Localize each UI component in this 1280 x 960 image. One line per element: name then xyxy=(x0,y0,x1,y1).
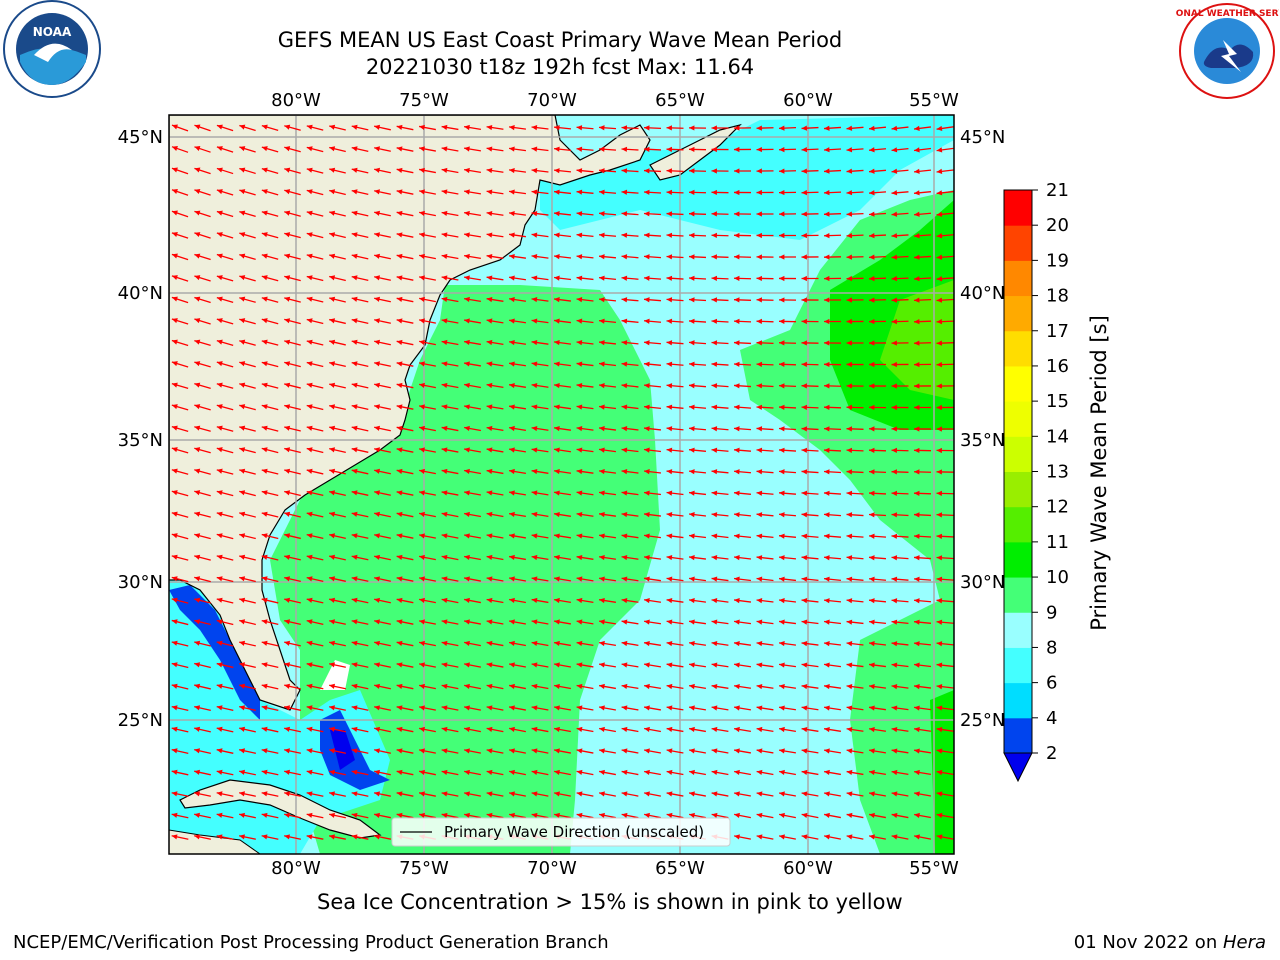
colorbar: 2 4 6 8 9 10 11 12 13 14 15 16 17 18 19 20 21 xyxy=(1003,180,1069,783)
period-band-deep-blue xyxy=(330,730,355,770)
colorbar-extend-arrow xyxy=(1003,752,1033,783)
nws-logo-text: NATIONAL WEATHER SERVICE xyxy=(1175,9,1279,19)
wave-direction-arrows xyxy=(171,124,954,840)
colorbar-label: Primary Wave Mean Period [s] xyxy=(1087,315,1111,631)
colorbar-segment xyxy=(1004,401,1032,437)
noaa-logo: NOAA xyxy=(3,0,101,98)
period-band-blue-florida-west xyxy=(169,585,260,720)
footer-credit: NCEP/EMC/Verification Post Processing Pr… xyxy=(13,932,609,953)
colorbar-tick-label: 14 xyxy=(1046,426,1069,447)
colorbar-tick-label: 20 xyxy=(1046,215,1069,236)
map-frame xyxy=(168,114,955,855)
lon-label-bottom: 75°W xyxy=(399,858,449,879)
nws-logo: NATIONAL WEATHER SERVICE xyxy=(1175,3,1279,99)
map-gridlines xyxy=(169,115,954,854)
colorbar-segment xyxy=(1004,577,1032,613)
lat-label-left: 40°N xyxy=(118,283,163,304)
map-tick-labels: 80°W 80°W 75°W 75°W 70°W 70°W 65°W 65°W 60°W 60°W… xyxy=(118,90,1006,879)
lat-label-right: 40°N xyxy=(960,283,1005,304)
colorbar-tick-label: 4 xyxy=(1046,708,1057,729)
lon-label-top: 55°W xyxy=(909,90,959,111)
colorbar-tick-label: 2 xyxy=(1046,743,1057,764)
colorbar-segment xyxy=(1004,541,1032,578)
period-band-lime xyxy=(880,280,954,400)
footer-date-text: 01 Nov 2022 on xyxy=(1073,932,1223,953)
colorbar-segment xyxy=(1004,436,1032,472)
colorbar-segment xyxy=(1004,612,1032,648)
colorbar-segment xyxy=(1004,295,1032,332)
colorbar-tick-label: 18 xyxy=(1046,286,1069,307)
period-band-cyan-ne xyxy=(540,115,954,240)
sea-ice-note: Sea Ice Concentration > 15% is shown in … xyxy=(317,890,903,914)
lon-label-top: 75°W xyxy=(399,90,449,111)
colorbar-tick-label: 12 xyxy=(1046,497,1069,518)
lat-label-left: 35°N xyxy=(118,430,163,451)
footer-date: 01 Nov 2022 on Hera xyxy=(1074,932,1266,953)
colorbar-segment xyxy=(1004,682,1032,719)
lon-label-bottom: 55°W xyxy=(909,858,959,879)
colorbar-tick-label: 21 xyxy=(1046,180,1069,201)
land-yucatan xyxy=(169,829,261,854)
colorbar-segment xyxy=(1004,647,1032,684)
lon-label-bottom: 65°W xyxy=(655,858,705,879)
lat-label-right: 45°N xyxy=(960,127,1005,148)
lon-label-top: 60°W xyxy=(783,90,833,111)
chart-title-line1: GEFS MEAN US East Coast Primary Wave Mea… xyxy=(277,28,843,52)
colorbar-tick-label: 19 xyxy=(1046,250,1069,271)
colorbar-tick-label: 9 xyxy=(1046,602,1057,623)
legend-label: Primary Wave Direction (unscaled) xyxy=(444,823,704,841)
colorbar-tick-label: 8 xyxy=(1046,637,1057,658)
lon-label-bottom: 70°W xyxy=(527,858,577,879)
lat-label-right: 25°N xyxy=(960,710,1005,731)
colorbar-tick-label: 13 xyxy=(1046,462,1069,483)
footer-machine: Hera xyxy=(1222,932,1266,953)
map-legend: Primary Wave Direction (unscaled) xyxy=(391,817,731,847)
colorbar-tick-label: 16 xyxy=(1046,356,1069,377)
land-us-east-coast xyxy=(169,115,651,711)
svg-text:NOAA: NOAA xyxy=(33,25,72,39)
colorbar-tick-label: 6 xyxy=(1046,673,1057,694)
lon-label-bottom: 80°W xyxy=(271,858,321,879)
colorbar-segment xyxy=(1004,471,1032,508)
colorbar-tick-label: 17 xyxy=(1046,321,1069,342)
lon-label-top: 70°W xyxy=(527,90,577,111)
colorbar-tick-label: 11 xyxy=(1046,532,1069,553)
land-nova-scotia xyxy=(649,123,742,181)
lon-label-top: 80°W xyxy=(271,90,321,111)
colorbar-segment xyxy=(1004,190,1032,226)
colorbar-segment xyxy=(1004,506,1032,543)
lon-label-top: 65°W xyxy=(655,90,705,111)
colorbar-segment xyxy=(1004,225,1032,261)
colorbar-tick-label: 10 xyxy=(1046,567,1069,588)
colorbar-tick-label: 15 xyxy=(1046,391,1069,412)
colorbar-segment xyxy=(1004,260,1032,297)
colorbar-segment xyxy=(1004,717,1032,754)
land-cuba xyxy=(179,779,382,839)
colorbar-segment xyxy=(1004,330,1032,367)
chart-title-line2: 20221030 t18z 192h fcst Max: 11.64 xyxy=(365,55,755,79)
lat-label-right: 30°N xyxy=(960,572,1005,593)
land-bahamas-shoal xyxy=(320,660,350,690)
lat-label-left: 25°N xyxy=(118,710,163,731)
lat-label-left: 30°N xyxy=(118,572,163,593)
colorbar-segment xyxy=(1004,365,1032,402)
lon-label-bottom: 60°W xyxy=(783,858,833,879)
lat-label-right: 35°N xyxy=(960,430,1005,451)
lat-label-left: 45°N xyxy=(118,127,163,148)
